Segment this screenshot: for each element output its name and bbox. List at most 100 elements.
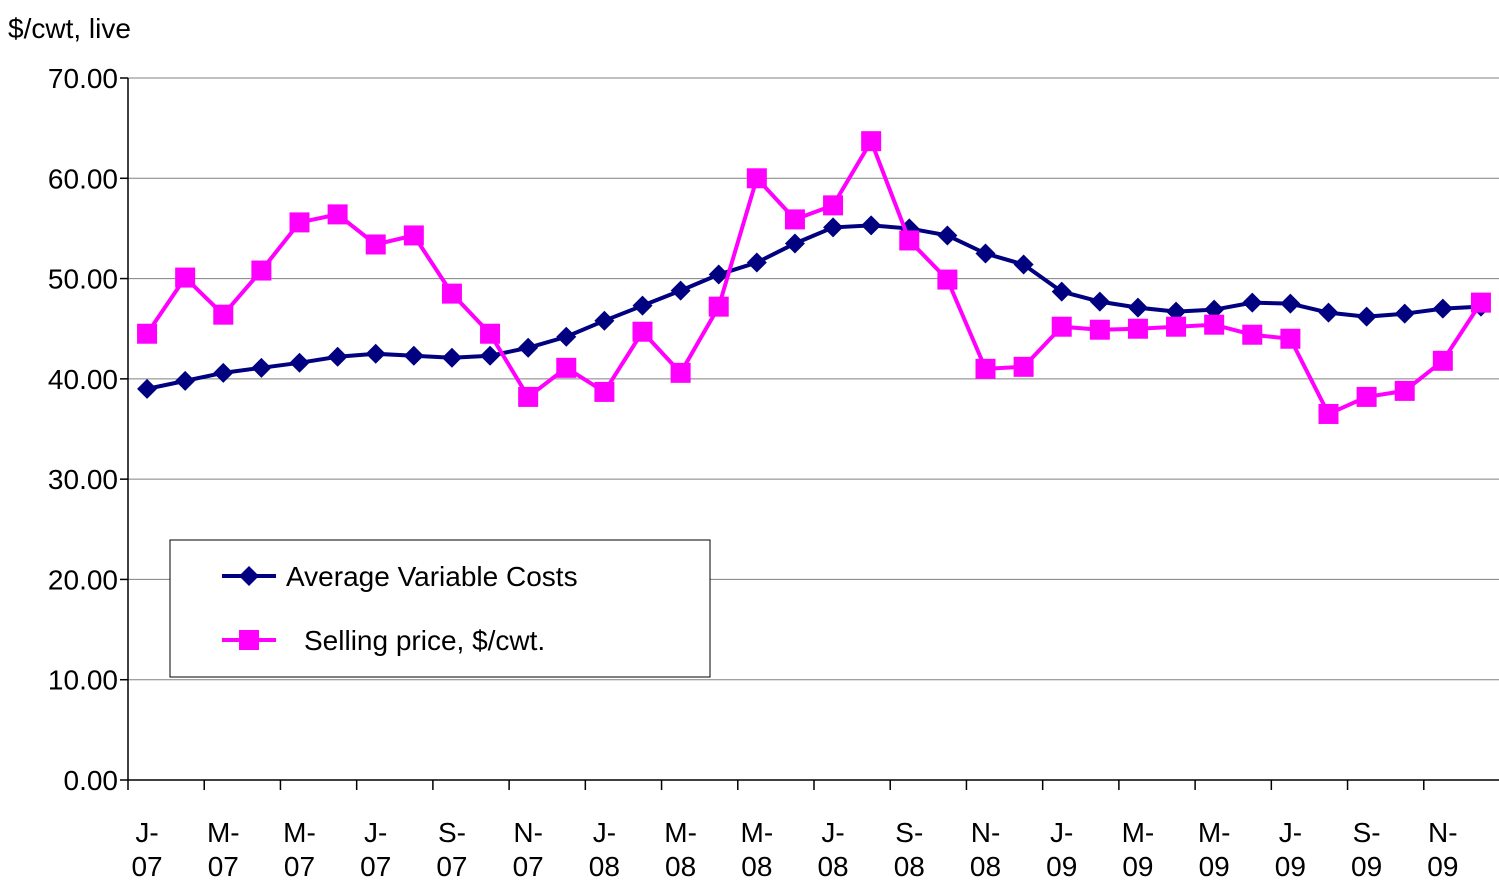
data-point (137, 378, 158, 399)
data-point (327, 204, 348, 225)
y-tick-label: 0.00 (64, 765, 119, 796)
data-point (175, 267, 196, 288)
series-line (146, 223, 1482, 391)
data-point (1204, 314, 1225, 335)
data-point (1318, 403, 1339, 424)
data-point (1242, 292, 1263, 313)
data-point (327, 346, 348, 367)
data-point (1089, 319, 1110, 340)
data-point (137, 323, 158, 344)
data-point (289, 212, 310, 233)
data-point (1432, 298, 1453, 319)
data-point (708, 296, 729, 317)
x-tick-label: J-09 (1046, 817, 1077, 882)
data-point (975, 358, 996, 379)
legend-label: Average Variable Costs (286, 561, 578, 592)
x-tick-label: N-09 (1427, 817, 1458, 882)
data-point (403, 225, 424, 246)
data-point (1470, 292, 1491, 313)
data-point (1204, 299, 1225, 320)
data-point (1432, 350, 1453, 371)
data-point (1394, 380, 1415, 401)
data-point (937, 269, 958, 290)
data-point (899, 230, 920, 251)
data-point (1127, 297, 1148, 318)
x-tick-label: M-09 (1198, 817, 1231, 882)
x-tick-label: M-09 (1122, 817, 1155, 882)
data-point (861, 215, 882, 236)
x-tick-label: J-08 (589, 817, 620, 882)
data-point (1280, 293, 1301, 314)
y-tick-label: 50.00 (48, 264, 118, 295)
data-point (1394, 303, 1415, 324)
data-point (403, 345, 424, 366)
data-point (670, 280, 691, 301)
data-point (632, 295, 653, 316)
x-tick-label: J-08 (817, 817, 848, 882)
y-tick-label: 40.00 (48, 364, 118, 395)
data-point (937, 225, 958, 246)
data-point (861, 131, 882, 152)
data-point (1051, 316, 1072, 337)
x-tick-label: J-09 (1275, 817, 1306, 882)
data-point (708, 264, 729, 285)
data-point (1089, 291, 1110, 312)
data-point (784, 209, 805, 230)
data-point (365, 343, 386, 364)
data-point (594, 310, 615, 331)
legend-box (169, 539, 711, 678)
data-point (746, 168, 767, 189)
data-point (1166, 301, 1187, 322)
data-point (784, 233, 805, 254)
data-point (670, 362, 691, 383)
data-point (480, 345, 501, 366)
x-tick-label: M-07 (283, 817, 316, 882)
data-point (1356, 306, 1377, 327)
data-point (365, 234, 386, 255)
data-point (441, 347, 462, 368)
data-point (480, 323, 501, 344)
x-tick-label: S-09 (1351, 817, 1382, 882)
data-point (518, 386, 539, 407)
x-tick-label: J-07 (131, 817, 162, 882)
y-tick-label: 60.00 (48, 163, 118, 194)
data-point (175, 370, 196, 391)
y-axis-label: $/cwt, live (8, 13, 131, 44)
data-point (823, 217, 844, 238)
x-tick-label: M-07 (207, 817, 240, 882)
series-line (145, 136, 1483, 417)
data-point (594, 381, 615, 402)
x-tick-label: S-08 (894, 817, 925, 882)
x-tick-label: N-08 (970, 817, 1001, 882)
data-point (441, 283, 462, 304)
data-point (556, 326, 577, 347)
data-point (823, 195, 844, 216)
y-tick-label: 20.00 (48, 564, 118, 595)
data-point (1013, 254, 1034, 275)
data-point (289, 352, 310, 373)
y-tick-label: 30.00 (48, 464, 118, 495)
data-point (1051, 281, 1072, 302)
data-point (746, 252, 767, 273)
x-tick-label: N-07 (513, 817, 544, 882)
y-tick-label: 70.00 (48, 63, 118, 94)
data-point (1166, 316, 1187, 337)
data-point (975, 243, 996, 264)
data-point (251, 357, 272, 378)
legend-marker (239, 630, 259, 650)
legend-label: Selling price, $/cwt. (304, 625, 545, 656)
data-point (556, 357, 577, 378)
data-point (632, 321, 653, 342)
data-point (1242, 324, 1263, 345)
x-tick-label: S-07 (436, 817, 467, 882)
data-point (518, 337, 539, 358)
data-point (251, 260, 272, 281)
y-tick-label: 10.00 (48, 665, 118, 696)
data-point (213, 362, 234, 383)
x-tick-label: M-08 (664, 817, 697, 882)
data-point (1356, 386, 1377, 407)
x-tick-label: M-08 (741, 817, 774, 882)
data-point (1013, 356, 1034, 377)
legend-marker (239, 566, 259, 586)
